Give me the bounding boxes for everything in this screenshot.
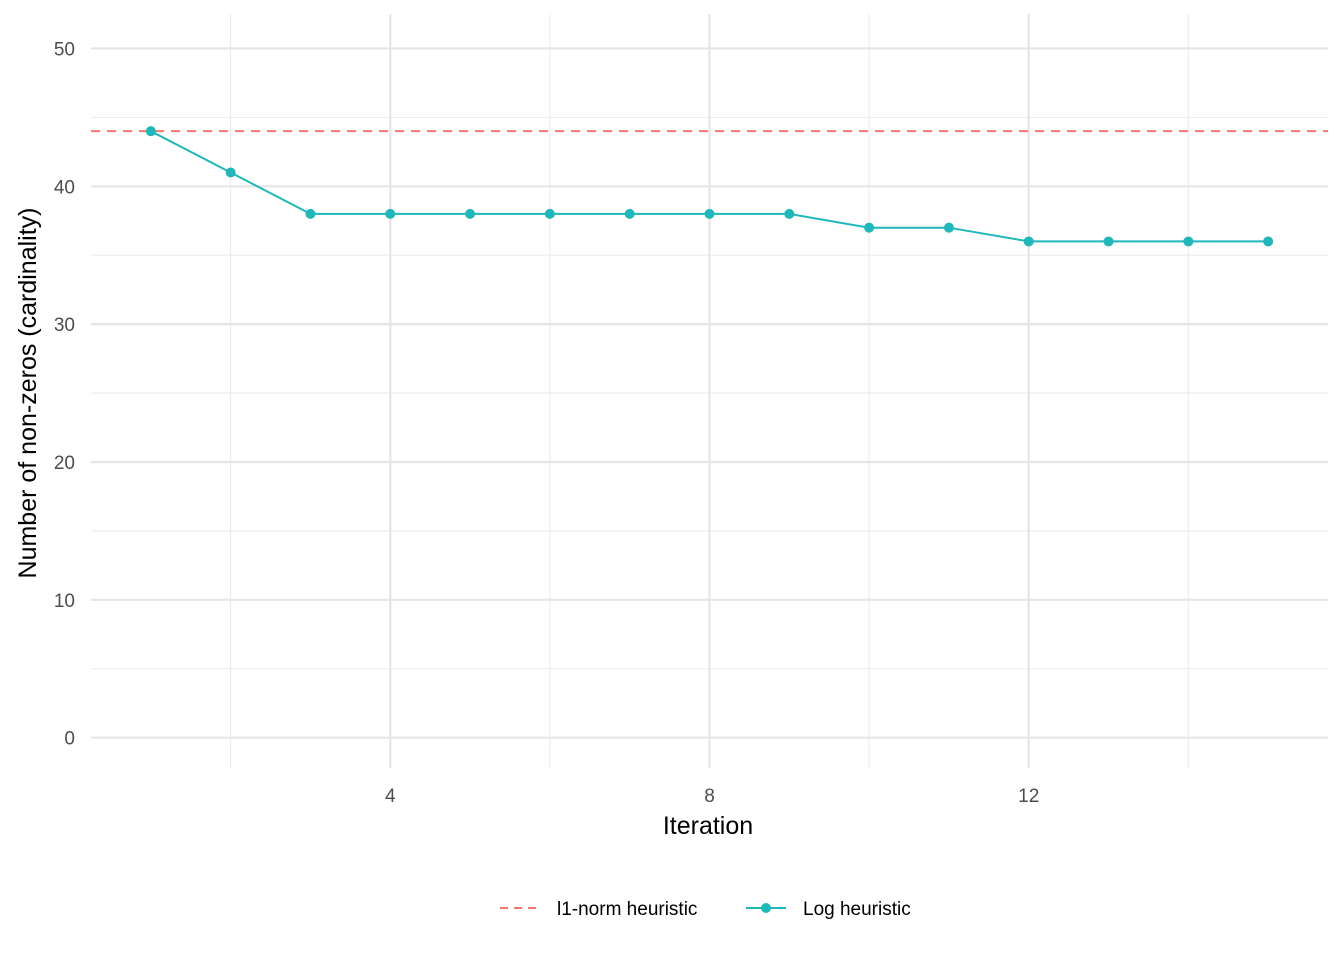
y-tick-label: 40: [54, 177, 75, 198]
x-tick-label: 8: [704, 786, 715, 807]
major-gridlines: [91, 14, 1328, 768]
data-point: [544, 208, 555, 219]
legend-item-l1-norm: l1-norm heuristic: [500, 899, 697, 920]
y-tick-label: 0: [64, 729, 75, 750]
legend-key-point: [761, 903, 771, 913]
y-tick-label: 20: [54, 453, 75, 474]
x-tick-label: 4: [385, 786, 396, 807]
data-point: [624, 208, 635, 219]
y-tick-label: 50: [54, 39, 75, 60]
data-point: [1103, 236, 1114, 247]
y-axis-ticks: 0 10 20 30 40 50: [54, 39, 75, 749]
data-point: [465, 208, 476, 219]
y-tick-label: 10: [54, 591, 75, 612]
x-axis-title: Iteration: [663, 812, 753, 840]
data-point: [784, 208, 795, 219]
series-layer: [145, 126, 1274, 247]
data-point: [385, 208, 396, 219]
data-point: [1023, 236, 1034, 247]
data-point: [1263, 236, 1274, 247]
data-point: [943, 222, 954, 233]
legend-label-l1-norm: l1-norm heuristic: [557, 899, 697, 920]
data-point: [225, 167, 236, 178]
legend-label-log: Log heuristic: [803, 899, 911, 920]
y-tick-label: 30: [54, 315, 75, 336]
x-tick-label: 12: [1018, 786, 1039, 807]
legend: l1-norm heuristic Log heuristic: [500, 899, 911, 920]
y-axis-title: Number of non-zeros (cardinality): [14, 208, 42, 579]
data-point: [1183, 236, 1194, 247]
data-point: [145, 126, 156, 137]
data-point: [864, 222, 875, 233]
legend-item-log: Log heuristic: [746, 899, 911, 920]
data-point: [704, 208, 715, 219]
x-axis-ticks: 4 8 12: [385, 786, 1039, 807]
data-point: [305, 208, 316, 219]
